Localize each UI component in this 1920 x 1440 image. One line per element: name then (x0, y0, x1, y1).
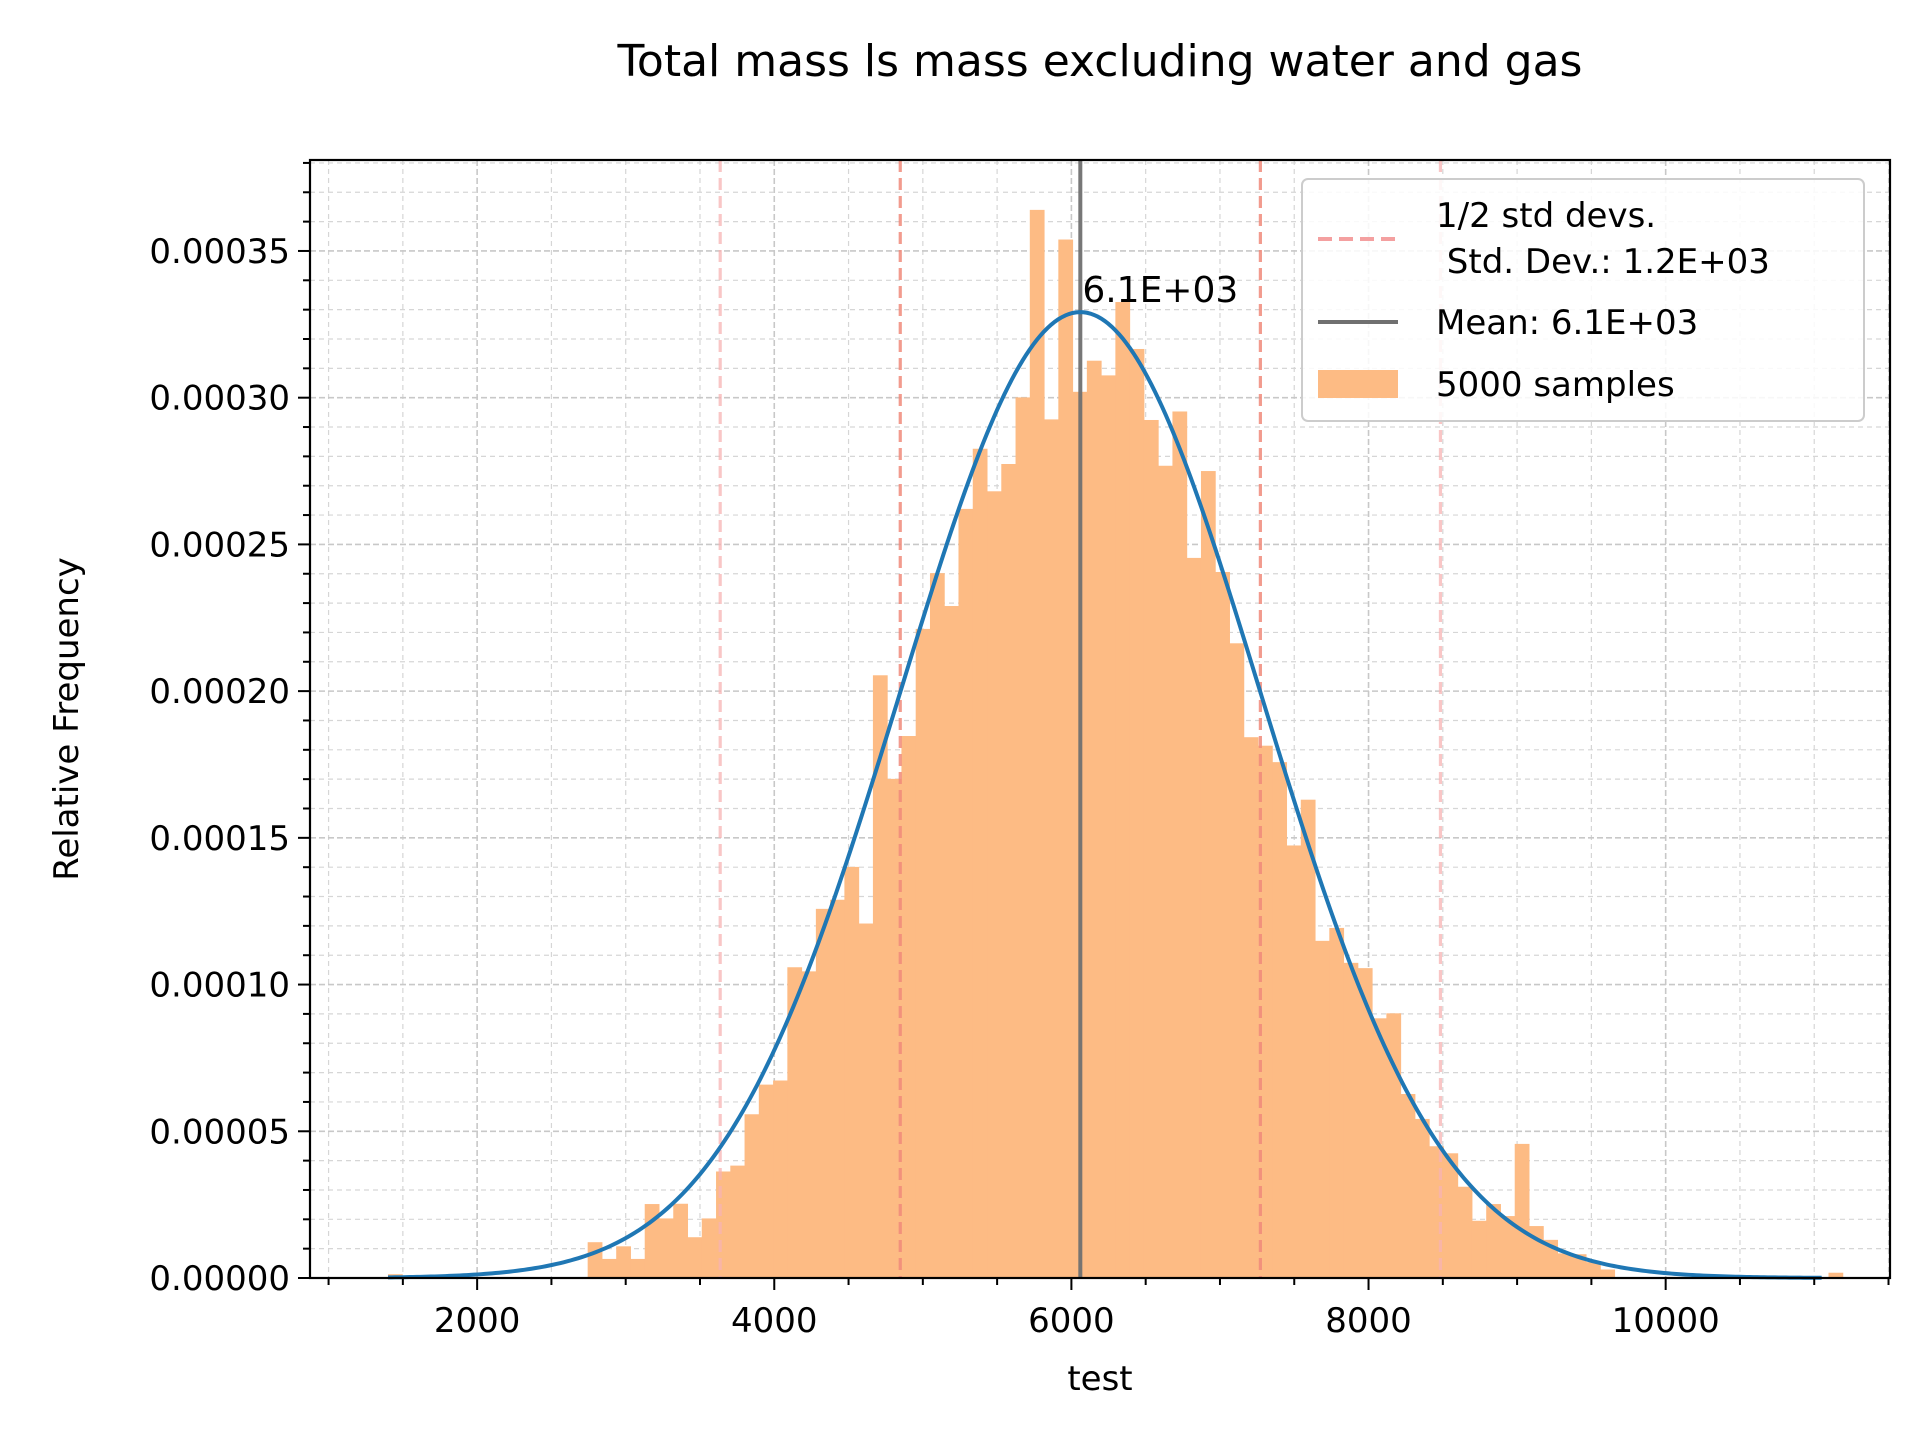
legend-samples-swatch (1318, 370, 1398, 398)
y-tick-label: 0.00020 (149, 672, 290, 712)
histogram-bar (1315, 940, 1330, 1278)
histogram-bar (958, 508, 974, 1278)
histogram-bar (1058, 239, 1074, 1279)
histogram-bar (1243, 737, 1259, 1278)
histogram-bar (673, 1203, 689, 1278)
histogram-bar (1044, 419, 1059, 1278)
histogram-bar (901, 736, 917, 1278)
histogram-bar (730, 1165, 746, 1278)
histogram-bar (1015, 397, 1031, 1278)
histogram-bar (1101, 375, 1116, 1278)
histogram-bar (1557, 1253, 1573, 1278)
pdf-curve (387, 310, 1822, 1280)
histogram-bar (1372, 1018, 1387, 1278)
histogram-bar (744, 1114, 760, 1278)
histogram-bar (1272, 762, 1288, 1278)
histogram-bar (872, 675, 888, 1278)
histogram-bar (1215, 571, 1230, 1278)
histogram-bar (1329, 927, 1345, 1278)
y-tick-label: 0.00000 (149, 1259, 290, 1299)
histogram-bar (929, 573, 945, 1278)
x-axis-ticks: 2000 4000 6000 8000 10000 (327, 1278, 1890, 1341)
y-axis-label: Relative Frequency (47, 557, 87, 881)
histogram-bar (1158, 465, 1173, 1279)
legend-std-label-line1: 1/2 std devs. (1436, 196, 1656, 236)
legend-samples-label: 5000 samples (1436, 365, 1675, 405)
histogram-bar (1600, 1269, 1616, 1278)
histogram-bar (915, 628, 931, 1278)
histogram-bar (844, 866, 860, 1278)
y-tick-label: 0.00025 (149, 525, 290, 565)
histogram-bar (601, 1258, 617, 1278)
histogram-bar (773, 1080, 788, 1278)
histogram-bar (944, 606, 959, 1278)
histogram-bar (987, 491, 1002, 1278)
chart-title: Total mass ls mass excluding water and g… (617, 36, 1583, 87)
histogram-bar (1286, 845, 1302, 1278)
legend-box (1301, 178, 1865, 422)
histogram-bar (587, 1242, 603, 1278)
histogram-bar (1300, 799, 1316, 1278)
histogram-bar (1258, 745, 1273, 1278)
histogram-bar (1129, 348, 1145, 1279)
y-tick-label: 0.00035 (149, 232, 290, 272)
histogram-bar (787, 967, 803, 1278)
histogram-bar (716, 1171, 731, 1278)
histogram-bar (1172, 411, 1188, 1278)
histogram-bar (1115, 302, 1131, 1278)
x-axis-label: test (1067, 1359, 1132, 1399)
histogram-bar (1086, 360, 1102, 1279)
x-tick-label: 4000 (731, 1301, 818, 1341)
histogram-bar (1471, 1220, 1487, 1278)
histogram-bar (1001, 464, 1017, 1279)
histogram-bar (1143, 419, 1159, 1279)
histogram-bar (758, 1084, 774, 1278)
histogram-bar (858, 923, 874, 1278)
histogram-bar (1357, 968, 1373, 1278)
histogram-bar (887, 778, 902, 1278)
histogram-bar (1029, 209, 1045, 1278)
histogram-bar (687, 1237, 703, 1278)
histogram-bar (1343, 962, 1359, 1278)
histogram-bar (1414, 1118, 1430, 1278)
histogram-bars (387, 209, 1844, 1279)
histogram-bar (830, 899, 845, 1278)
x-tick-label: 8000 (1325, 1301, 1412, 1341)
legend-mean-label: Mean: 6.1E+03 (1436, 303, 1698, 343)
histogram-bar (972, 448, 988, 1279)
histogram-bar (1486, 1204, 1501, 1278)
histogram-bar (1443, 1153, 1459, 1278)
y-tick-label: 0.00010 (149, 966, 290, 1006)
x-tick-label: 2000 (434, 1301, 521, 1341)
y-tick-label: 0.00015 (149, 819, 290, 859)
histogram-bar (1514, 1143, 1530, 1278)
plot-frame (308, 158, 1892, 1280)
histogram-bar (801, 971, 817, 1278)
histogram-bar (815, 908, 831, 1278)
histogram-bar (616, 1246, 631, 1278)
histogram-bar (1586, 1262, 1601, 1278)
histogram-bar (701, 1218, 717, 1278)
y-axis-ticks: 0.00000 0.00005 0.00010 0.00015 0.00020 0.000… (149, 161, 310, 1299)
legend: 1/2 std devs. Std. Dev.: 1.2E+03 Mean: 6… (1301, 178, 1865, 422)
histogram-bar (630, 1258, 646, 1278)
x-tick-label: 10000 (1612, 1301, 1720, 1341)
x-tick-label: 6000 (1028, 1301, 1115, 1341)
histogram-bar (1500, 1216, 1516, 1278)
histogram-bar (1229, 643, 1245, 1278)
y-tick-label: 0.00030 (149, 379, 290, 419)
histogram-bar (1457, 1186, 1473, 1278)
y-tick-label: 0.00005 (149, 1112, 290, 1152)
histogram-bar (1400, 1094, 1416, 1278)
histogram-bar (1186, 557, 1202, 1278)
legend-std-label-line2: Std. Dev.: 1.2E+03 (1436, 242, 1770, 282)
histogram-bar (1200, 471, 1216, 1278)
histogram-bar (1386, 1013, 1402, 1278)
histogram-bar (1828, 1272, 1844, 1278)
histogram-bar (658, 1218, 674, 1278)
mean-annotation: 6.1E+03 (1082, 270, 1238, 311)
